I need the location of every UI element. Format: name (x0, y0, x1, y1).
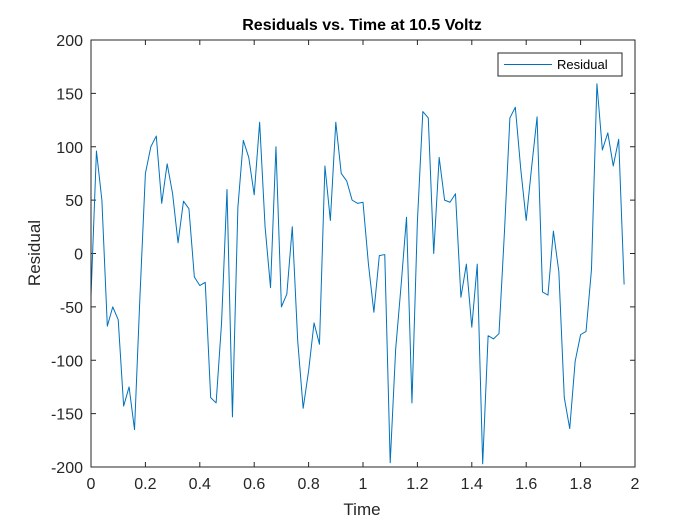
y-tick-label: -50 (60, 300, 83, 317)
y-tick-label: 0 (74, 247, 83, 264)
axes-layer (90, 39, 636, 468)
legend-label: Residual (557, 57, 608, 72)
series-layer (90, 83, 625, 465)
x-tick-label: 0.4 (189, 476, 211, 493)
y-tick-label: -200 (51, 460, 83, 477)
x-tick-label: 1 (359, 476, 368, 493)
y-tick-label: -150 (51, 407, 83, 424)
x-tick-label: 0.2 (134, 476, 156, 493)
y-tick-label: 50 (65, 193, 83, 210)
x-tick-label: 0.6 (243, 476, 265, 493)
legend: Residual (497, 52, 623, 77)
axes-box (90, 39, 636, 468)
y-tick-label: 200 (56, 33, 83, 50)
x-axis-label: Time (343, 500, 380, 519)
series-line-residual (90, 83, 625, 465)
y-tick-label: -100 (51, 353, 83, 370)
y-axis-label: Residual (25, 220, 44, 286)
x-tick-label: 1.2 (406, 476, 428, 493)
y-tick-label: 150 (56, 86, 83, 103)
x-tick-label: 0.8 (297, 476, 319, 493)
legend-box (497, 52, 623, 77)
x-tick-label: 1.4 (461, 476, 483, 493)
x-tick-label: 2 (631, 476, 640, 493)
ticks-layer: 0 0.2 0.4 0.6 0.8 1 1.2 1.4 1.6 1.8 2 -200 -150 -100 -… (51, 33, 640, 493)
x-tick-label: 0 (87, 476, 96, 493)
x-tick-label: 1.6 (515, 476, 537, 493)
y-tick-label: 100 (56, 140, 83, 157)
chart-title: Residuals vs. Time at 10.5 Voltz (242, 17, 482, 34)
x-tick-label: 1.8 (569, 476, 591, 493)
plot-area (91, 40, 635, 467)
